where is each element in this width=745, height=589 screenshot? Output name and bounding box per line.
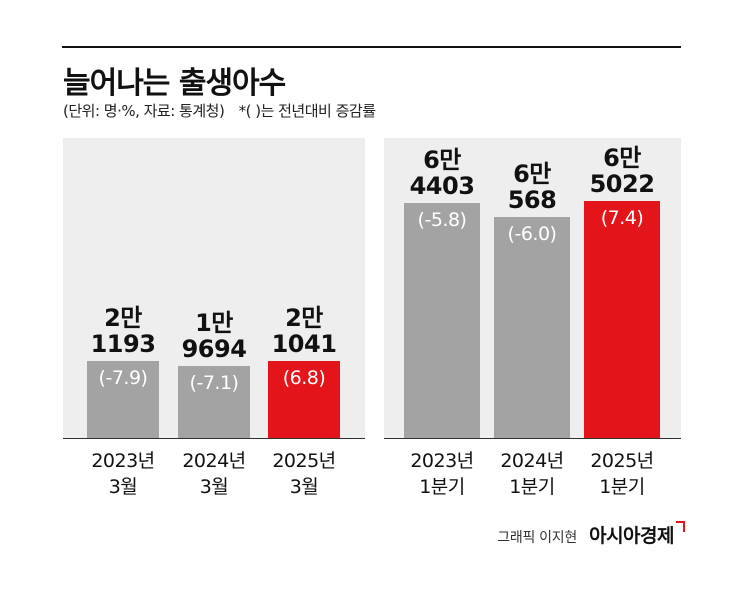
category-period: 3월	[199, 476, 229, 498]
value-label: 6만 568	[482, 161, 582, 213]
value-label-unit: 2만	[104, 304, 142, 332]
category-year: 2024년	[500, 450, 564, 472]
category-period: 1분기	[419, 476, 465, 498]
value-label-unit: 6만	[423, 146, 461, 174]
value-label-unit: 6만	[603, 144, 641, 172]
value-label-number: 9694	[181, 335, 247, 363]
category-year: 2025년	[590, 450, 654, 472]
value-label: 1만 9694	[164, 310, 264, 362]
value-label-number: 568	[507, 186, 557, 214]
change-label: (-7.9)	[98, 367, 148, 389]
brand-logo-text: 아시아경제	[589, 525, 674, 547]
category-year: 2023년	[410, 450, 474, 472]
category-year: 2023년	[91, 450, 155, 472]
top-rule	[62, 46, 681, 48]
category-label: 2025년 1분기	[572, 448, 672, 500]
value-label-unit: 1만	[195, 309, 233, 337]
category-period: 3월	[289, 476, 319, 498]
unit-source-label: (단위: 명·%, 자료: 통계청)	[63, 102, 225, 120]
value-label: 6만 4403	[392, 147, 492, 199]
value-label-number: 5022	[589, 170, 655, 198]
value-label-number: 1193	[90, 330, 156, 358]
category-label: 2025년 3월	[254, 448, 354, 500]
value-label-number: 1041	[271, 330, 337, 358]
category-period: 1분기	[509, 476, 555, 498]
chart-subtitle: (단위: 명·%, 자료: 통계청) *( )는 전년대비 증감률	[63, 100, 376, 121]
change-label: (6.8)	[282, 367, 326, 389]
bar-quarterly-1: (-5.8)	[404, 203, 480, 438]
change-label: (-5.8)	[417, 209, 467, 231]
change-label: (7.4)	[600, 207, 644, 229]
change-label: (-6.0)	[507, 223, 557, 245]
value-label: 2만 1193	[73, 305, 173, 357]
category-label: 2023년 1분기	[392, 448, 492, 500]
credit-line: 그래픽 이지현 아시아경제	[497, 521, 685, 548]
value-label: 6만 5022	[572, 145, 672, 197]
bar-monthly-1: (-7.9)	[87, 361, 159, 438]
bar-quarterly-2: (-6.0)	[494, 217, 570, 438]
chart-baseline	[384, 438, 681, 439]
change-note: *( )는 전년대비 증감률	[238, 102, 376, 120]
category-label: 2023년 3월	[73, 448, 173, 500]
category-year: 2025년	[272, 450, 336, 472]
value-label-unit: 2만	[285, 304, 323, 332]
category-label: 2024년 1분기	[482, 448, 582, 500]
category-period: 3월	[108, 476, 138, 498]
chart-title: 늘어나는 출생아수	[63, 66, 286, 101]
category-label: 2024년 3월	[164, 448, 264, 500]
graphic-credit: 그래픽 이지현	[497, 530, 577, 546]
chart-baseline	[63, 438, 365, 439]
bar-quarterly-3: (7.4)	[584, 201, 660, 438]
category-period: 1분기	[599, 476, 645, 498]
category-year: 2024년	[182, 450, 246, 472]
bar-monthly-3: (6.8)	[268, 361, 340, 438]
value-label: 2만 1041	[254, 305, 354, 357]
brand-mark-icon	[676, 521, 685, 532]
value-label-unit: 6만	[513, 160, 551, 188]
bar-monthly-2: (-7.1)	[178, 366, 250, 438]
change-label: (-7.1)	[189, 372, 239, 394]
value-label-number: 4403	[409, 172, 475, 200]
